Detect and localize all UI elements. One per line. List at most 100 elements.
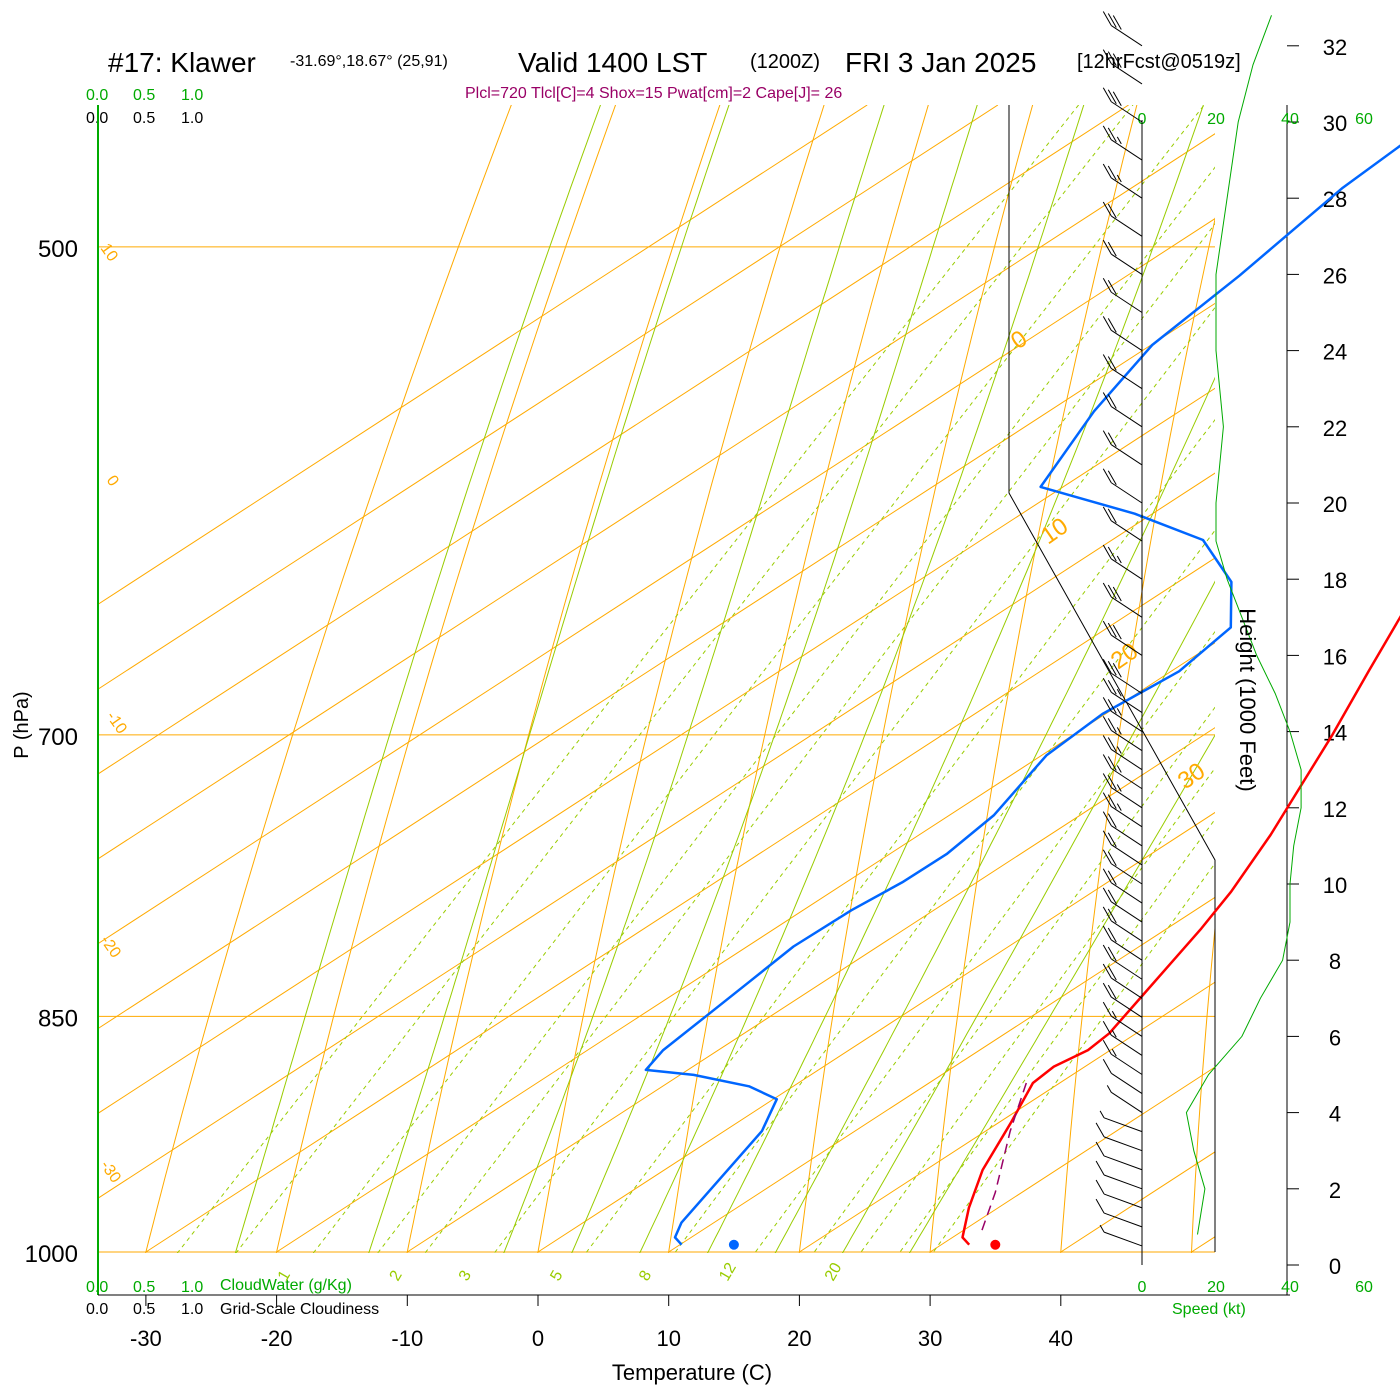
wind-barb-feather [1107,984,1117,1000]
wind-barb [1102,887,1143,923]
wind-barb [1102,1059,1143,1094]
wind-barb-feather [1102,239,1112,255]
wind-barb-feather [1107,965,1117,981]
wind-barb-feather [1102,506,1112,522]
wind-barb-feather [1102,735,1112,750]
wind-barb-feather [1102,125,1112,141]
wind-barb [1106,1085,1143,1114]
parcel-line [981,1082,1028,1231]
wind-barb-feather [1107,432,1117,447]
dry-adiabat-line [406,105,721,1253]
wind-barb [1102,754,1143,790]
dry-adiabat-line [1190,923,1215,1253]
wind-barb-feather [1107,89,1117,104]
wind-barb-feather [1102,697,1112,712]
wind-speed-profile [1185,15,1302,1235]
wind-barb-shaft [1111,1091,1143,1114]
wind-barb-half-feather [1099,1224,1105,1233]
wind-barb-half-feather [1111,1029,1117,1038]
mixing-ratio-line [235,105,1134,1253]
wind-barb [1102,49,1143,85]
plot-boundary [1008,105,1216,1252]
wind-barb-shaft [1111,920,1143,942]
stability-params: Plcl=720 Tlcl[C]=4 Shox=15 Pwat[cm]=2 Ca… [465,85,842,102]
wind-barb-half-feather [1116,784,1122,792]
cloudiness-bottom-tick-1: 0.5 [133,1301,155,1318]
wind-barb-feather [1102,754,1112,769]
wind-barb-feather [1107,622,1117,638]
wind-barb [1102,830,1143,866]
wind-barb-feather [1102,468,1112,483]
wind-barb-feather [1102,830,1112,845]
wind-barb-shaft [1111,634,1143,656]
height-tick-label: 30 [1323,111,1347,136]
title-date: FRI 3 Jan 2025 [845,47,1036,78]
isotherm-line [1060,1151,1215,1253]
wind-barb [1102,1039,1143,1075]
surface-temperature-dot [990,1239,1001,1250]
wind-barb-feather [1107,927,1117,943]
isotherm-line [98,387,1215,1115]
wind-barb [1102,354,1143,390]
wind-barb-feather [1107,165,1117,181]
wind-barb-shaft [1111,672,1143,694]
wind-barb [1102,201,1143,237]
wind-barb [1102,239,1143,275]
wind-barb-shaft [1111,729,1143,752]
wind-barb-feather [1102,868,1112,884]
mixing-ratio-label: 12 [716,1260,740,1284]
mixing-ratio-line [859,767,1215,1253]
speed-bottom-tick: 40 [1281,1279,1299,1296]
speed-bottom-tick: 20 [1207,1279,1225,1296]
mixing-ratio-line [312,105,1205,1253]
wind-barb-shaft [1111,177,1143,199]
wind-barb-feather [1107,756,1117,771]
wind-barb-feather [1107,584,1117,600]
x-tick-label: 30 [918,1326,942,1351]
wind-barb-shaft [1103,1155,1143,1171]
speed-bottom-tick: 0 [1138,1279,1147,1296]
wind-barb-shaft [1111,482,1143,504]
mixing-ratio-label: 5 [547,1268,566,1284]
wind-barb-feather [1107,832,1117,847]
wind-barb-shaft [1111,863,1143,885]
wind-barb-shaft [1111,101,1143,123]
wind-barb-shaft [1111,1015,1143,1037]
mixing-ratio-line [898,818,1215,1253]
moist-adiabat-line [908,734,1215,1253]
x-tick-label: -30 [130,1326,162,1351]
p-level-label-850: 850 [38,1005,78,1032]
wind-barb [1102,544,1143,580]
moist-adiabat-line [571,105,978,1253]
wind-barb-feather [1102,678,1112,693]
wind-barb-shaft [1111,901,1143,923]
speed-bottom-tick: 60 [1355,1279,1373,1296]
wind-barb-shaft [1111,825,1143,847]
dry-adiabat-line [929,105,1138,1253]
wind-barb-feather [1102,392,1112,407]
wind-barb-feather [1102,87,1112,102]
title-fcst: [12hrFcst@0519z] [1077,51,1241,73]
wind-barb-feather [1095,1179,1105,1195]
cloudwater-bottom-tick-2: 1.0 [181,1279,203,1296]
wind-barb [1102,1001,1143,1037]
wind-barb-feather [1102,925,1112,941]
wind-barb-shaft [1111,63,1143,85]
moist-adiabat-line [368,105,730,1253]
wind-barb-shaft [1111,749,1143,771]
speed-top-tick: 60 [1355,111,1373,128]
wind-barb-shaft [1111,710,1143,733]
wind-barb-half-feather [1116,136,1122,145]
sounding-traces [644,144,1400,1250]
moist-adiabat-line [639,105,1085,1253]
isotherm-line [537,811,1215,1253]
wind-barb [1102,849,1143,885]
title-utc: (1200Z) [750,51,820,73]
wind-barb-feather [1102,963,1112,979]
wind-barb [1095,1160,1143,1190]
surface-dewpoint-dot [728,1239,739,1250]
wind-barb [1102,982,1143,1018]
wind-barb-half-feather [1111,1010,1117,1019]
